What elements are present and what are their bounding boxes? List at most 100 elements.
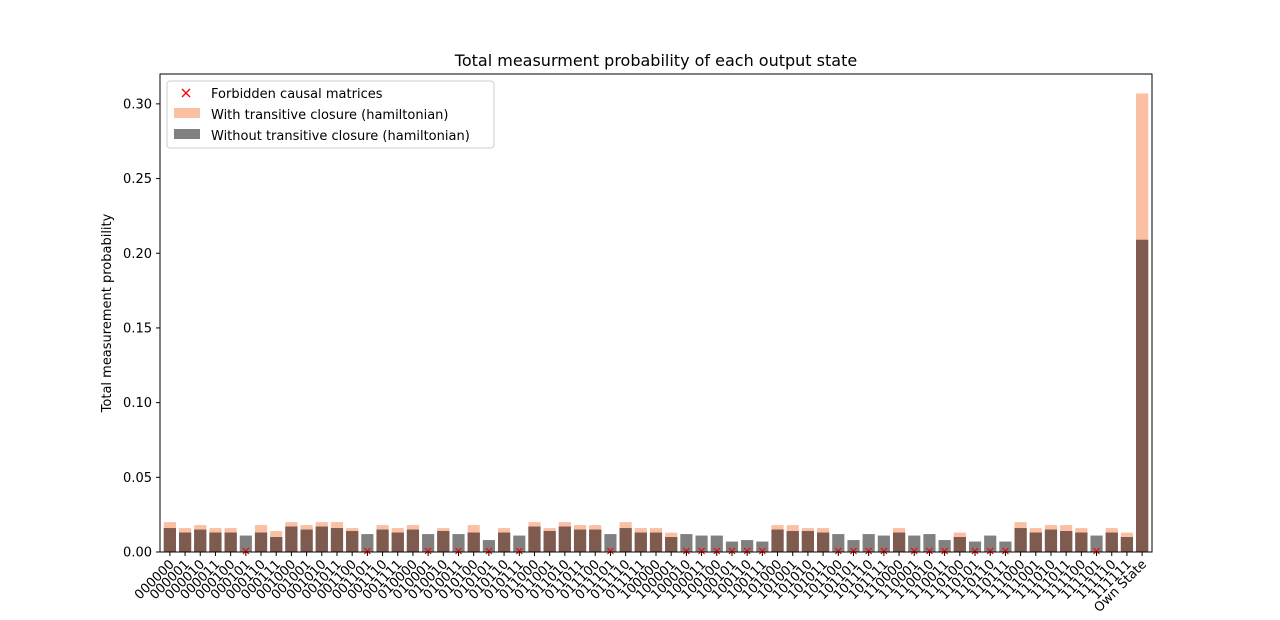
bar-overlap: [194, 529, 207, 552]
bar-without-closure: [1090, 535, 1103, 552]
legend-swatch-with-closure: [174, 108, 200, 118]
bar-without-closure: [862, 534, 875, 552]
x-axis: 0000000000010000100000110001000001010001…: [132, 552, 1150, 616]
bar-overlap: [1029, 532, 1042, 552]
y-tick-label: 0.10: [123, 396, 152, 411]
forbidden-marker: [424, 547, 432, 555]
bar-overlap: [892, 532, 906, 552]
y-tick-label: 0.00: [123, 546, 152, 561]
forbidden-marker: [1093, 547, 1100, 555]
bar-overlap: [573, 529, 587, 552]
forbidden-marker: [743, 547, 751, 555]
bar-without-closure: [710, 535, 723, 552]
bar-overlap: [649, 532, 663, 552]
bar-without-closure: [239, 535, 252, 552]
bar-without-closure: [361, 534, 374, 552]
forbidden-markers-layer: [242, 547, 1100, 555]
bar-overlap: [634, 532, 647, 552]
bar-overlap: [300, 529, 313, 552]
bar-overlap: [254, 532, 268, 552]
bar-overlap: [817, 532, 830, 552]
bar-without-closure: [695, 535, 708, 552]
bar-overlap: [1060, 531, 1073, 552]
bar-without-closure: [968, 541, 982, 552]
y-tick-label: 0.05: [123, 471, 152, 486]
forbidden-marker: [515, 547, 523, 555]
forbidden-marker: [758, 547, 766, 555]
bar-overlap: [437, 531, 450, 552]
bar-without-closure: [756, 541, 769, 552]
y-tick-label: 0.30: [123, 97, 152, 112]
bar-overlap: [1136, 239, 1149, 552]
forbidden-marker: [455, 547, 462, 555]
bar-overlap: [270, 537, 283, 552]
forbidden-marker: [713, 547, 721, 555]
y-axis: 0.00 0.05 0.10 0.15 0.20 0.25 0.30: [123, 97, 160, 561]
bar-without-closure: [908, 535, 921, 552]
bar-overlap: [391, 532, 404, 552]
forbidden-marker: [834, 547, 842, 555]
bar-overlap: [285, 526, 298, 552]
bar-overlap: [376, 529, 389, 552]
bar-overlap: [771, 529, 784, 552]
legend-label-without-closure: Without transitive closure (hamiltonian): [211, 129, 470, 144]
y-axis-label: Total measurement probability: [100, 213, 115, 413]
chart-title: Total measurment probability of each out…: [454, 51, 857, 70]
bar-overlap: [1044, 529, 1058, 552]
bar-overlap: [330, 528, 344, 552]
bar-without-closure: [832, 534, 845, 552]
bar-overlap: [315, 526, 328, 552]
legend: Forbidden causal matrices With transitiv…: [166, 80, 495, 149]
forbidden-marker: [485, 547, 493, 555]
bar-overlap: [619, 528, 632, 552]
bar-overlap: [498, 532, 511, 552]
forbidden-marker: [728, 547, 736, 555]
legend-swatch-without-closure: [174, 129, 200, 139]
bar-overlap: [589, 529, 602, 552]
bar-overlap: [406, 529, 420, 552]
bar-without-closure: [452, 534, 465, 552]
bar-overlap: [528, 526, 541, 552]
forbidden-marker: [607, 547, 614, 555]
bar-overlap: [801, 531, 814, 552]
forbidden-marker: [880, 547, 888, 555]
y-tick-label: 0.20: [123, 247, 152, 262]
bar-without-closure: [482, 540, 495, 552]
forbidden-marker: [682, 547, 690, 555]
forbidden-marker: [941, 547, 949, 555]
bar-without-closure: [877, 535, 890, 552]
bar-overlap: [1075, 532, 1088, 552]
y-tick-label: 0.15: [123, 321, 152, 336]
plot-frame: [159, 73, 1153, 553]
bar-overlap: [163, 528, 176, 552]
y-tick-label: 0.25: [123, 172, 152, 187]
bar-without-closure: [999, 541, 1012, 552]
bar-without-closure: [725, 541, 739, 552]
forbidden-marker: [971, 547, 979, 555]
bar-overlap: [1120, 537, 1134, 552]
bar-without-closure: [923, 534, 936, 552]
forbidden-marker: [1001, 547, 1009, 555]
bar-overlap: [224, 532, 237, 552]
legend-marker-forbidden: [181, 88, 191, 98]
bar-without-closure: [513, 535, 526, 552]
bar-overlap: [953, 537, 966, 552]
legend-box: [166, 80, 495, 149]
bar-overlap: [1014, 528, 1027, 552]
forbidden-marker: [926, 547, 933, 555]
forbidden-marker: [865, 547, 873, 555]
bar-without-closure: [938, 540, 951, 552]
bar-overlap: [1105, 532, 1118, 552]
forbidden-marker: [910, 547, 918, 555]
bar-overlap: [558, 526, 571, 552]
bar-without-closure: [422, 534, 435, 552]
bar-without-closure: [604, 534, 617, 552]
bar-without-closure: [741, 540, 754, 552]
bar-overlap: [543, 531, 556, 552]
bar-overlap: [786, 531, 799, 552]
bar-overlap: [346, 531, 359, 552]
forbidden-marker: [986, 547, 994, 555]
legend-label-with-closure: With transitive closure (hamiltonian): [211, 108, 448, 123]
legend-label-forbidden: Forbidden causal matrices: [211, 87, 383, 102]
